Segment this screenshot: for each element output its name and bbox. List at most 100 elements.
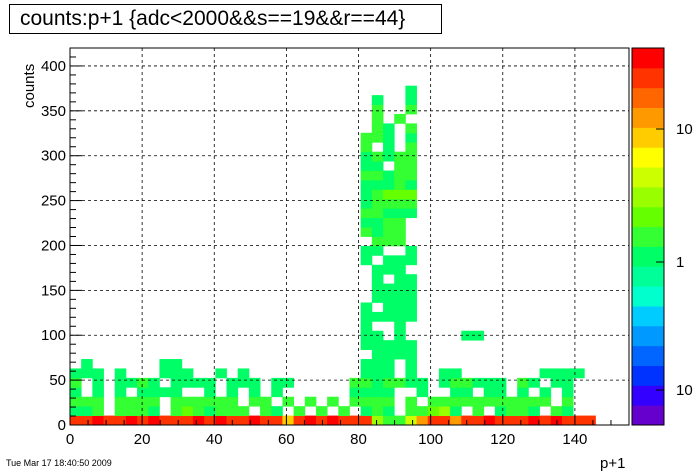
heatmap-cell — [371, 236, 384, 247]
heatmap-cell — [394, 293, 406, 303]
heatmap-cell — [405, 161, 417, 171]
colorbar-swatch — [632, 345, 664, 366]
heatmap-cell — [461, 330, 473, 341]
timestamp: Tue Mar 17 18:40:50 2009 — [6, 458, 112, 468]
heatmap-cell — [114, 387, 127, 398]
heatmap-cell — [70, 396, 82, 407]
heatmap-cell — [494, 377, 507, 388]
heatmap-cell — [517, 415, 529, 426]
heatmap-cell — [192, 415, 205, 426]
heatmap-cell — [394, 255, 406, 266]
heatmap-cell — [248, 415, 261, 426]
x-tick-label: 100 — [418, 431, 443, 448]
heatmap-cells — [70, 85, 596, 426]
x-tick-label: 0 — [66, 431, 74, 448]
heatmap-cell — [349, 377, 362, 388]
heatmap-cell — [394, 349, 406, 360]
heatmap-cell — [282, 415, 294, 426]
x-axis-label: p+1 — [600, 455, 625, 472]
colorbar-swatch — [632, 87, 664, 109]
heatmap-cell — [427, 415, 440, 426]
heatmap-cell — [360, 217, 373, 228]
heatmap-cell — [550, 406, 563, 416]
heatmap-cell — [237, 368, 250, 379]
heatmap-cell — [394, 264, 406, 275]
heatmap-cell — [383, 396, 395, 407]
heatmap-cell — [181, 377, 194, 388]
heatmap-cell — [383, 311, 395, 322]
heatmap-cell — [539, 387, 552, 398]
heatmap-cell — [371, 217, 384, 228]
colorbar-swatch — [632, 226, 664, 247]
heatmap-cell — [371, 340, 384, 350]
heatmap-cell — [383, 368, 395, 379]
heatmap-cell — [360, 245, 373, 256]
heatmap-cell — [438, 396, 451, 407]
heatmap-cell — [360, 208, 373, 219]
heatmap-cell — [148, 406, 160, 416]
heatmap-cell — [494, 387, 507, 398]
heatmap-cell — [450, 415, 462, 426]
heatmap-cell — [360, 227, 373, 237]
heatmap-cell — [170, 368, 183, 379]
heatmap-cell — [226, 377, 239, 388]
heatmap-cell — [472, 330, 485, 341]
heatmap-cell — [416, 415, 429, 426]
heatmap-cell — [137, 396, 149, 407]
heatmap-cell — [360, 255, 373, 266]
heatmap-cell — [383, 293, 395, 303]
heatmap-cell — [260, 396, 272, 407]
heatmap-cell — [394, 274, 406, 285]
heatmap-cell — [427, 406, 440, 416]
heatmap-cell — [226, 387, 239, 398]
heatmap-cell — [539, 415, 552, 426]
heatmap-cell — [248, 377, 261, 388]
heatmap-cell — [394, 340, 406, 350]
heatmap-cell — [383, 227, 395, 237]
colorbar-swatch — [632, 405, 664, 426]
heatmap-cell — [192, 396, 205, 407]
heatmap-cell — [293, 406, 306, 416]
heatmap-cell — [170, 359, 183, 369]
heatmap-cell — [371, 227, 384, 237]
heatmap-cell — [371, 104, 384, 115]
heatmap-cell — [137, 387, 149, 398]
heatmap-cell — [383, 340, 395, 350]
heatmap-cell — [394, 170, 406, 181]
heatmap-cell — [159, 387, 172, 398]
heatmap-cell — [360, 377, 373, 388]
heatmap-cell — [338, 415, 350, 426]
heatmap-cell — [360, 311, 373, 322]
heatmap-cell — [394, 151, 406, 162]
y-tick-label: 0 — [58, 417, 66, 434]
heatmap-cell — [92, 377, 104, 388]
heatmap-cell — [70, 415, 82, 426]
heatmap-cell — [148, 387, 160, 398]
heatmap-cell — [360, 359, 373, 369]
heatmap-cell — [170, 377, 183, 388]
colorbar-swatch — [632, 365, 664, 386]
colorbar-swatch — [632, 385, 664, 406]
heatmap-cell — [405, 406, 417, 416]
heatmap-cell — [237, 415, 250, 426]
heatmap-cell — [416, 406, 429, 416]
heatmap-cell — [383, 255, 395, 266]
heatmap-cell — [304, 396, 317, 407]
heatmap-cell — [405, 85, 417, 96]
heatmap-cell — [461, 396, 473, 407]
heatmap-cell — [204, 415, 216, 426]
colorbar-swatch — [632, 246, 664, 267]
heatmap-cell — [550, 377, 563, 388]
y-tick-label: 350 — [41, 103, 66, 120]
heatmap-cell — [517, 387, 529, 398]
heatmap-cell — [371, 208, 384, 219]
heatmap-cell — [360, 151, 373, 162]
heatmap-cell — [114, 368, 127, 379]
heatmap-cell — [517, 406, 529, 416]
heatmap-cell — [148, 377, 160, 388]
heatmap-cell — [215, 415, 227, 426]
y-tick-label: 400 — [41, 58, 66, 75]
heatmap-cell — [561, 368, 574, 379]
colorbar-swatch — [632, 67, 664, 89]
heatmap-cell — [114, 396, 127, 407]
